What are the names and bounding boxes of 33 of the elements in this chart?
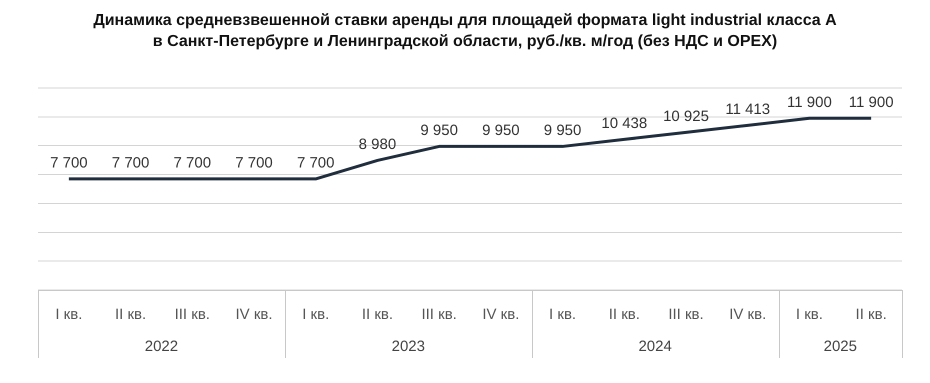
x-tick-label: II кв. <box>608 306 640 324</box>
x-tick-label: I кв. <box>796 306 823 324</box>
x-tick-label: IV кв. <box>729 306 766 324</box>
data-label: 9 950 <box>482 122 520 140</box>
data-label: 8 980 <box>358 136 396 154</box>
x-tick-label: I кв. <box>302 306 330 324</box>
x-tick-label: II кв. <box>856 306 887 324</box>
data-label: 7 700 <box>174 154 212 172</box>
data-label: 10 438 <box>601 115 648 132</box>
text: 2022 <box>144 338 178 356</box>
data-label: 9 950 <box>544 122 582 140</box>
x-tick-label: II кв. <box>114 306 146 324</box>
data-label: 11 413 <box>725 100 770 118</box>
data-label: 11 900 <box>787 94 832 111</box>
x-tick-label: II кв. <box>362 306 394 324</box>
data-label: 7 700 <box>296 154 334 172</box>
x-tick-label: IV кв. <box>482 306 520 324</box>
data-label: 11 900 <box>848 94 894 111</box>
data-label: 7 700 <box>50 154 88 172</box>
x-tick-label: IV кв. <box>235 306 273 324</box>
data-label: 7 700 <box>235 154 273 172</box>
x-tick-label: I кв. <box>549 306 576 324</box>
text: 2023 <box>392 338 425 356</box>
data-label: 9 950 <box>420 122 458 140</box>
x-tick-label: III кв. <box>668 306 704 324</box>
data-label: 7 700 <box>112 154 150 172</box>
x-tick-label: III кв. <box>174 306 210 324</box>
text: 2024 <box>638 338 672 356</box>
chart-title: Динамика средневзвешенной ставки аренды для площадей формата light industrial класса А в Санкт-Петербурге и Ленинградской области, руб./кв. м/год (без НДС и OPEX) <box>92 11 838 52</box>
data-label: 10 925 <box>663 108 709 126</box>
x-tick-label: III кв. <box>421 306 457 324</box>
text: 2025 <box>824 338 857 356</box>
x-tick-label: I кв. <box>55 306 82 324</box>
